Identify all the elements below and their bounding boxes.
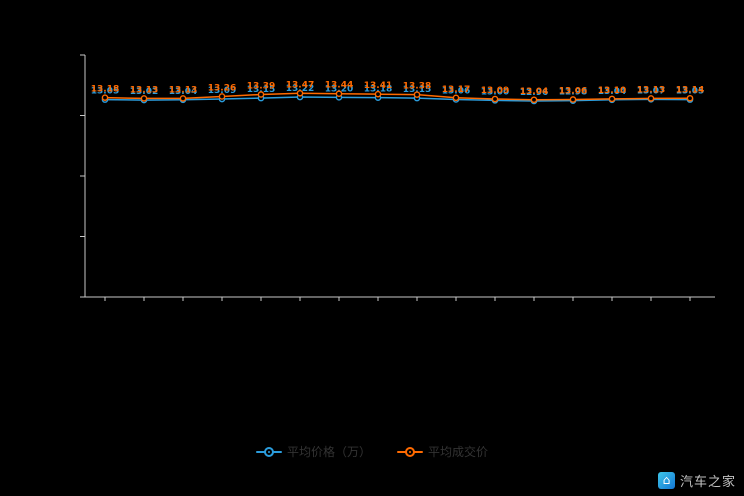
data-point-label: 13.05: [676, 87, 704, 97]
data-point-label: 13.38: [403, 82, 431, 92]
data-point-marker: [374, 90, 382, 98]
data-point-label: 13.14: [676, 85, 704, 95]
data-point-label: 13.20: [325, 84, 353, 94]
data-point-label: 13.05: [91, 87, 119, 97]
data-point-marker: [179, 95, 187, 102]
series-line: [104, 96, 691, 102]
data-point-label: 13.18: [91, 85, 119, 95]
data-point-label: 13.06: [442, 86, 470, 96]
data-point-label: 13.09: [481, 86, 509, 96]
series-line: [104, 92, 691, 101]
legend-label: 平均价格（万）: [286, 445, 371, 459]
data-point-label: 13.39: [247, 81, 275, 91]
data-point-label: 13.13: [169, 85, 197, 95]
legend-marker-icon: [397, 446, 423, 457]
data-point-marker: [296, 89, 304, 97]
data-point-label: 13.06: [559, 86, 587, 96]
data-point-label: 13.10: [598, 86, 626, 96]
autohome-logo-icon: ⌂: [657, 472, 675, 489]
data-point-label: 12.98: [559, 88, 587, 98]
data-point-marker: [413, 91, 421, 98]
data-point-label: 13.44: [325, 81, 353, 91]
legend-item-0[interactable]: 平均价格（万）: [255, 443, 371, 460]
data-point-marker: [647, 95, 655, 102]
data-point-label: 13.07: [637, 86, 665, 96]
price-trend-chart: 13.05 13.02 13.04 13.09 13.15 13.22 13.20 13.18…: [80, 54, 715, 301]
data-point-label: 13.04: [520, 87, 548, 97]
data-point-label: 13.47: [286, 80, 314, 90]
watermark: ⌂ 汽车之家: [657, 471, 736, 490]
data-point-label: 13.41: [364, 81, 392, 91]
data-point-marker: [218, 93, 226, 100]
data-point-label: 13.18: [364, 85, 392, 95]
data-point-label: 13.15: [403, 85, 431, 95]
data-point-label: 13.13: [637, 85, 665, 95]
data-point-label: 13.15: [247, 85, 275, 95]
data-point-marker: [452, 94, 460, 102]
data-point-label: 13.17: [442, 85, 470, 95]
legend-item-1[interactable]: 平均成交价: [397, 443, 488, 460]
data-point-marker: [530, 96, 538, 104]
data-point-label: 13.00: [481, 87, 509, 97]
data-point-label: 13.13: [130, 85, 158, 95]
data-point-marker: [257, 91, 265, 98]
data-point-label: 13.09: [208, 86, 236, 96]
data-point-marker: [335, 90, 343, 98]
data-point-marker: [569, 96, 577, 103]
watermark-text: 汽车之家: [679, 475, 736, 490]
data-point-marker: [491, 95, 499, 103]
data-point-marker: [101, 94, 109, 101]
data-point-label: 12.96: [520, 88, 548, 98]
data-point-label: 13.04: [598, 87, 626, 97]
data-point-marker: [608, 95, 616, 103]
legend-marker-icon: [255, 446, 282, 457]
data-point-marker: [140, 95, 148, 102]
data-point-marker: [686, 94, 694, 102]
legend-label: 平均成交价: [428, 445, 489, 459]
data-point-label: 13.22: [286, 84, 314, 94]
data-point-label: 13.04: [169, 87, 197, 97]
chart-legend: 平均价格（万） 平均成交价: [0, 443, 744, 460]
data-point-label: 13.26: [208, 83, 236, 93]
data-point-label: 13.02: [130, 87, 158, 97]
